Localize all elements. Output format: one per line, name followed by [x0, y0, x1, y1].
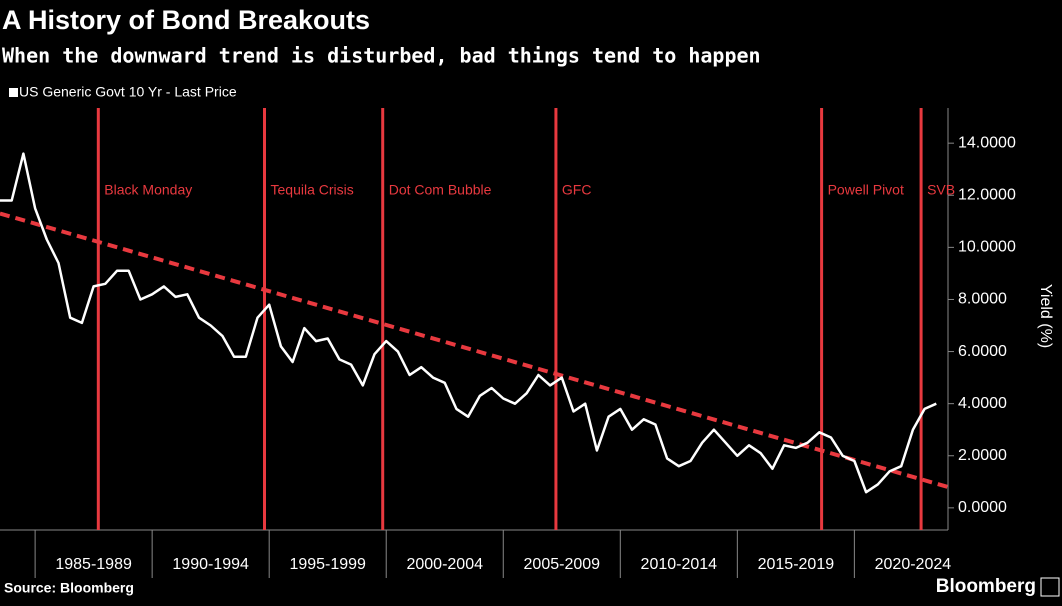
y-tick-label: 8.0000 [958, 291, 1007, 308]
y-tick-label: 0.0000 [958, 499, 1007, 516]
line-series [0, 152, 937, 494]
chart-subtitle: When the downward trend is disturbed, ba… [2, 44, 761, 68]
trend-line [0, 211, 949, 489]
y-tick-label: 2.0000 [958, 447, 1007, 464]
x-tick-label: 1995-1999 [289, 556, 366, 573]
event-label: Powell Pivot [828, 182, 904, 198]
event-label: GFC [562, 182, 592, 198]
y-tick-label: 10.0000 [958, 239, 1016, 256]
legend-label: US Generic Govt 10 Yr - Last Price [19, 84, 237, 100]
x-tick-label: 1985-1989 [55, 556, 132, 573]
x-tick-label: 2005-2009 [524, 556, 601, 573]
event-label: Dot Com Bubble [389, 182, 492, 198]
event-label: SVB [927, 182, 955, 198]
brand: Bloomberg [936, 576, 1036, 597]
y-tick-label: 14.0000 [958, 134, 1016, 151]
x-tick-label: 2010-2014 [641, 556, 718, 573]
event-label: Black Monday [104, 182, 192, 198]
x-tick-label: 2020-2024 [875, 556, 952, 573]
y-axis-label: Yield (%) [1037, 284, 1054, 348]
brand-icon [1040, 577, 1060, 597]
y-tick-label: 12.0000 [958, 186, 1016, 203]
event-label: Tequila Crisis [271, 182, 354, 198]
legend-swatch [9, 88, 18, 97]
x-tick-label: 2000-2004 [406, 556, 483, 573]
x-tick-label: 1990-1994 [172, 556, 249, 573]
y-tick-label: 4.0000 [958, 395, 1007, 412]
x-tick-label: 2015-2019 [758, 556, 835, 573]
y-tick-label: 6.0000 [958, 343, 1007, 360]
chart-title: A History of Bond Breakouts [2, 5, 370, 35]
source: Source: Bloomberg [4, 580, 134, 596]
